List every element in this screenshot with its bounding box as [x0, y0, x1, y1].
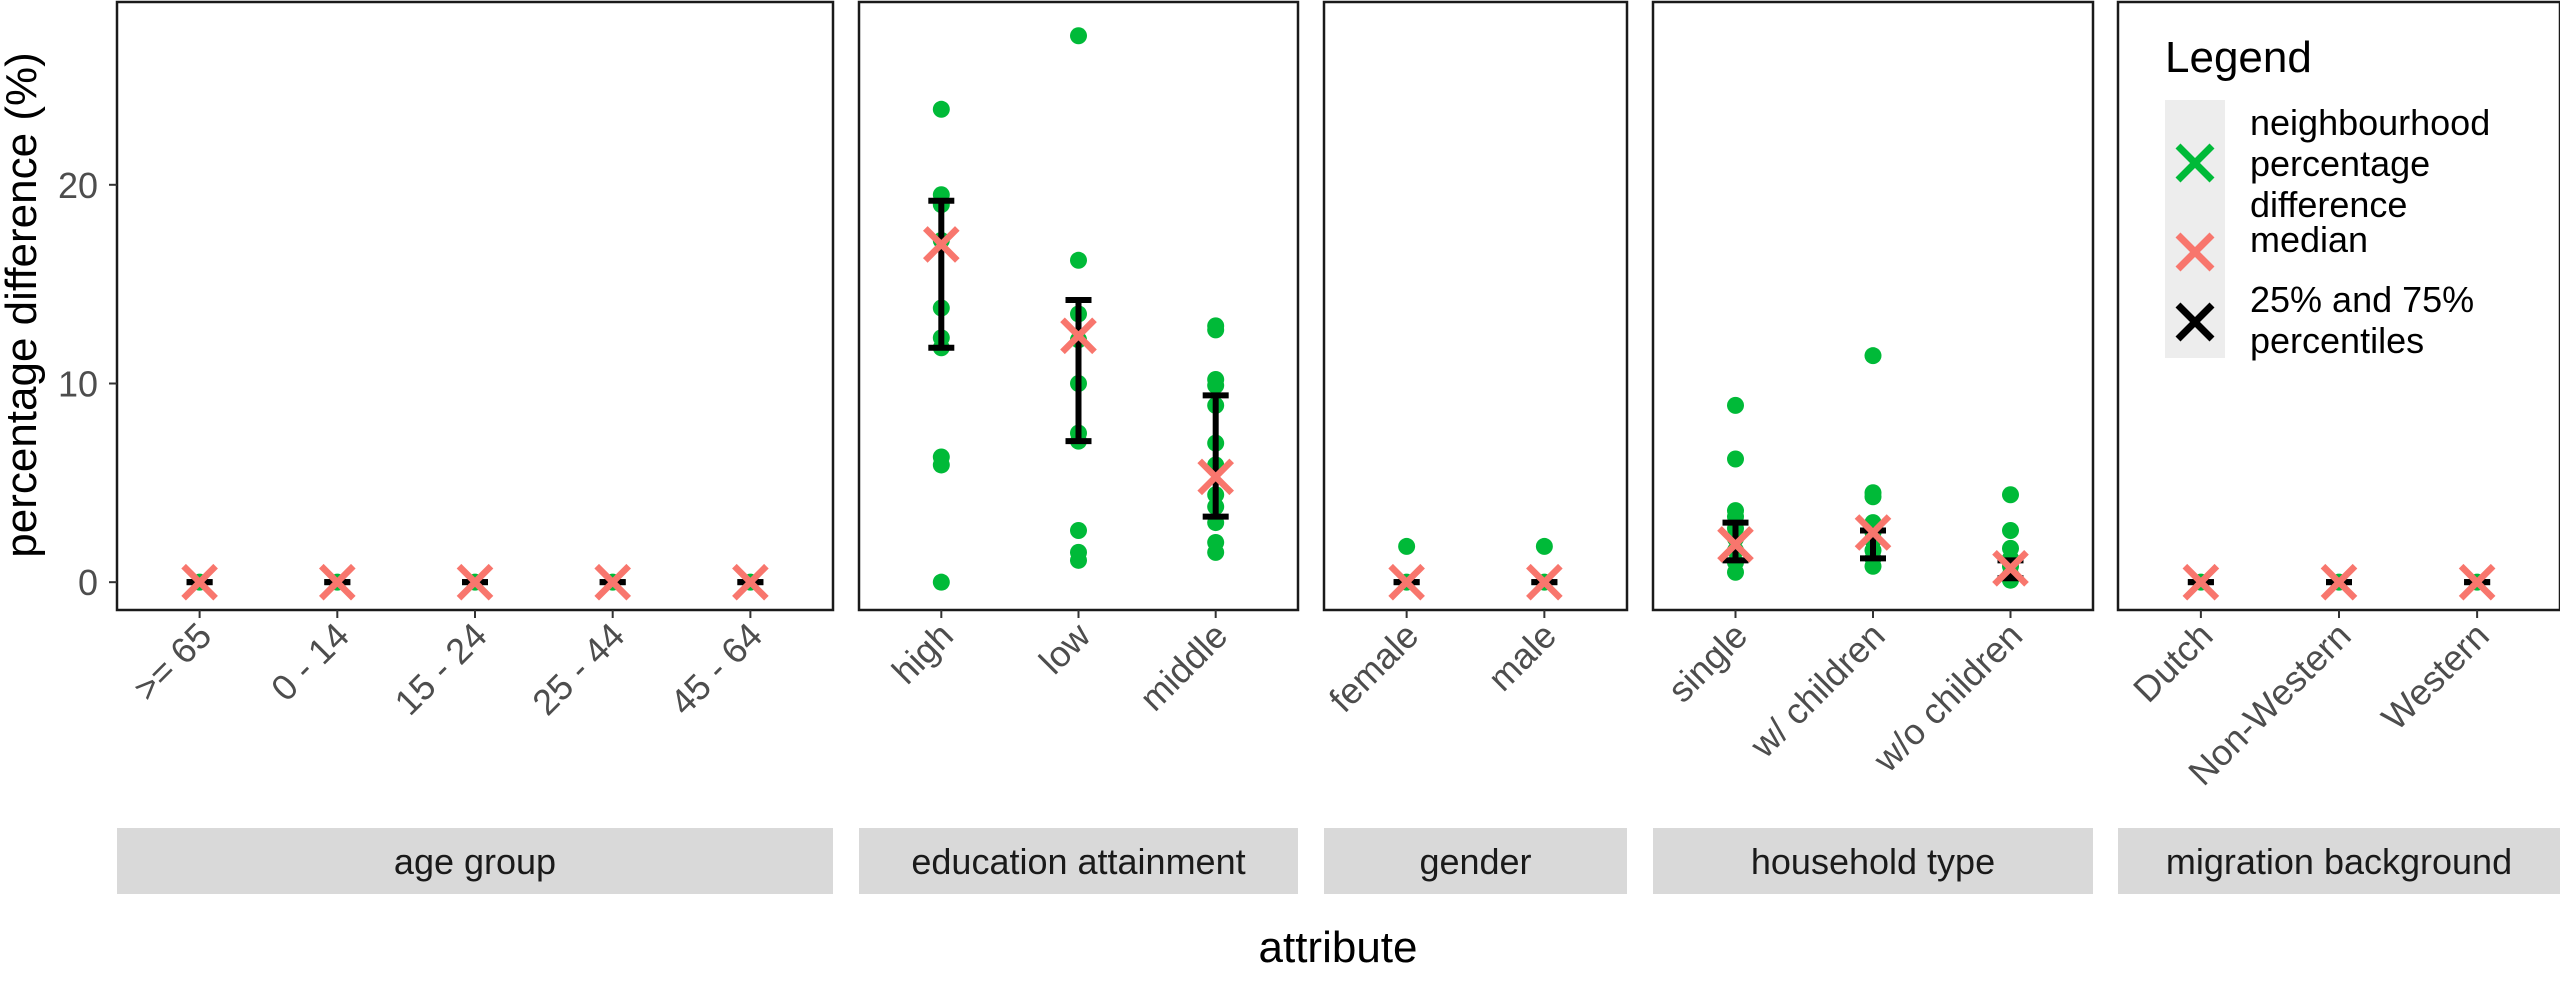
data-point-single [1727, 450, 1744, 468]
data-marks [181, 27, 2496, 601]
data-point-middle [1207, 543, 1225, 561]
y-tick-label: 0 [78, 562, 98, 603]
strip-education-attainment: education attainment [859, 828, 1298, 894]
x-tick-label-single: single [1660, 615, 1756, 711]
data-point-w-o-children [2002, 522, 2019, 540]
legend-label: median [2250, 219, 2368, 260]
x-tick-label-65: >= 65 [125, 615, 219, 709]
x-tick-label-w-children: w/ children [1741, 615, 1892, 766]
y-tick-label: 10 [58, 363, 98, 404]
data-point-w-children [1864, 488, 1882, 506]
facet-strips: age group education attainment gender house… [117, 828, 2560, 894]
facet-panels [115, 0, 2560, 612]
x-tick-label-high: high [884, 615, 961, 692]
median-marker-male [1526, 563, 1563, 601]
data-point-low [1070, 551, 1087, 569]
data-point-single [1727, 396, 1744, 414]
x-tick-label-0-14: 0 - 14 [263, 615, 357, 709]
strip-gender: gender [1324, 828, 1627, 894]
legend-label: 25% and 75% [2250, 279, 2474, 320]
data-point-w-o-children [2002, 486, 2019, 504]
legend-entry-2: 25% and 75%percentiles [2175, 279, 2474, 361]
strip-label: household type [1751, 841, 1995, 882]
data-point-low [1070, 522, 1087, 540]
data-point-low [1070, 251, 1087, 269]
median-marker-female [1388, 563, 1425, 601]
y-tick-label: 20 [58, 165, 98, 206]
median-marker-high [923, 226, 960, 263]
panel-household-type [1651, 0, 2095, 612]
median-marker-15-24 [456, 563, 494, 601]
median-marker-0-14 [319, 563, 356, 601]
median-marker-dutch [2182, 563, 2220, 601]
legend-label: difference [2250, 184, 2407, 225]
x-tick-label-middle: middle [1131, 615, 1235, 719]
median-marker-non-western [2320, 563, 2358, 601]
strip-label: education attainment [911, 841, 1245, 882]
median-marker-w-children [1854, 514, 1892, 551]
legend-label: percentage [2250, 143, 2430, 184]
y-axis-title: percentage difference (%) [0, 52, 46, 557]
data-point-high [932, 573, 950, 591]
data-point-middle [1207, 376, 1225, 394]
legend-cross-icon [2175, 143, 2215, 183]
legend-label: neighbourhood [2250, 102, 2490, 143]
median-marker-middle [1197, 458, 1234, 496]
data-point-w-children [1864, 557, 1882, 575]
x-tick-label-45-64: 45 - 64 [662, 615, 770, 723]
x-axis-ticks: >= 65 0 - 14 15 - 24 25 - 44 45 - 64 high low m… [125, 610, 2497, 793]
data-point-low [1070, 27, 1087, 45]
legend-cross-icon [2175, 302, 2215, 342]
x-tick-label-15-24: 15 - 24 [386, 615, 494, 723]
median-marker-w-o-children [1992, 549, 2029, 587]
strip-label: gender [1419, 841, 1531, 882]
legend: Legend neighbourhoodpercentagedifference… [2165, 33, 2490, 361]
data-point-high [932, 100, 950, 118]
strip-household-type: household type [1653, 828, 2093, 894]
x-axis-title: attribute [1259, 923, 1418, 972]
median-marker-65 [181, 563, 218, 601]
median-marker-45-64 [732, 563, 769, 601]
x-tick-label-western: Western [2373, 615, 2496, 738]
percentile-bar-high [928, 197, 955, 351]
percentile-bar-middle [1202, 392, 1229, 520]
x-tick-label-male: male [1480, 615, 1564, 699]
x-tick-label-dutch: Dutch [2125, 615, 2220, 710]
median-marker-25-44 [594, 563, 631, 601]
data-point-single [1727, 563, 1744, 581]
x-tick-label-w-o-children: w/o children [1865, 615, 2031, 781]
x-tick-label-25-44: 25 - 44 [524, 615, 632, 723]
percentile-bar-low [1065, 297, 1092, 445]
strip-age-group: age group [117, 828, 833, 894]
panel-age-group [115, 0, 835, 612]
legend-label: percentiles [2250, 320, 2424, 361]
legend-cross-icon [2175, 232, 2215, 272]
legend-key-background [2165, 100, 2225, 358]
strip-label: migration background [2166, 841, 2512, 882]
data-point-middle [1207, 321, 1225, 339]
x-tick-label-female: female [1321, 615, 1426, 720]
data-point-female [1398, 537, 1416, 555]
x-tick-label-low: low [1031, 614, 1099, 682]
legend-title: Legend [2165, 33, 2312, 82]
strip-label: age group [394, 841, 556, 882]
panel-gender [1322, 0, 1629, 612]
data-point-male [1535, 537, 1553, 555]
median-marker-western [2458, 563, 2496, 601]
median-marker-low [1060, 317, 1097, 355]
data-point-w-children [1864, 347, 1882, 365]
legend-entry-1: median [2175, 219, 2368, 272]
y-axis-ticks: 0 10 20 [58, 165, 117, 603]
median-marker-single [1717, 526, 1754, 563]
data-point-high [932, 456, 950, 474]
strip-migration-background: migration background [2118, 828, 2560, 894]
